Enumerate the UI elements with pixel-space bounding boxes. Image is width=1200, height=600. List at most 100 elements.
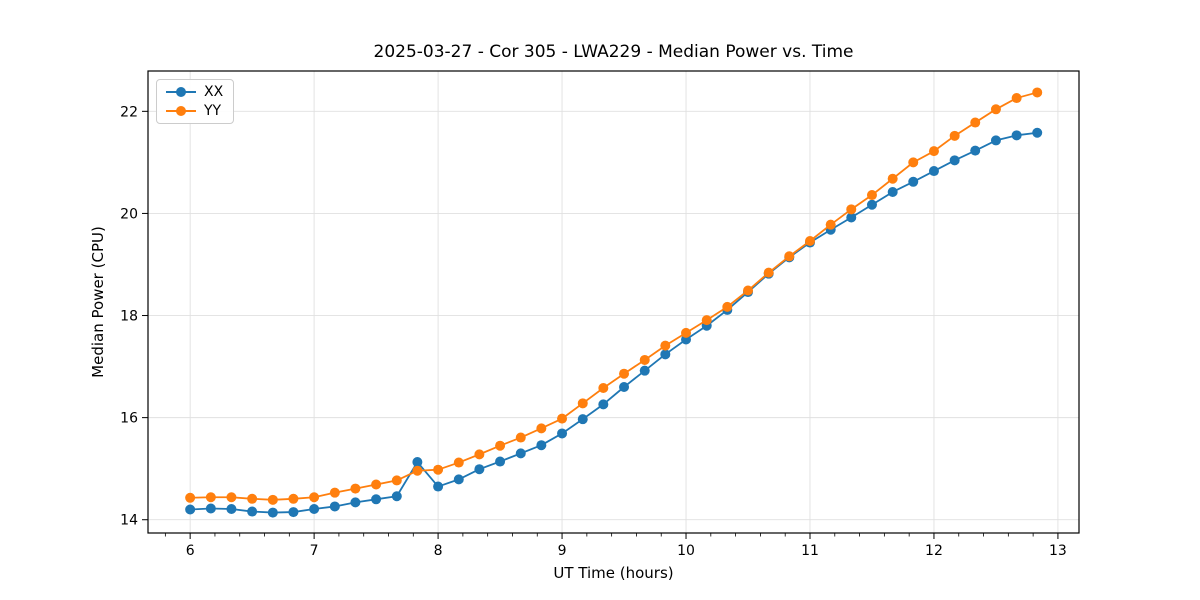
- x-tick-label: 13: [1049, 543, 1067, 559]
- series-yy-marker: [205, 492, 216, 503]
- series-yy-marker: [453, 457, 464, 468]
- legend-label-xx: XX: [204, 84, 224, 100]
- series-yy-marker: [701, 315, 712, 326]
- series-xx-marker: [453, 474, 464, 485]
- series-xx-marker: [329, 501, 340, 512]
- series-xx-marker: [619, 382, 630, 392]
- series-yy-marker: [495, 440, 506, 451]
- series-yy-marker: [515, 432, 526, 443]
- series-xx-marker: [908, 176, 919, 187]
- legend-label-yy: YY: [204, 103, 222, 119]
- series-yy-marker: [433, 464, 444, 475]
- series-yy-marker: [371, 479, 382, 490]
- series-yy-marker: [804, 236, 815, 246]
- axis-ticks: 6 7 8 9 10 11 12 13 14 16 18 20 22: [120, 104, 1067, 559]
- series-yy-marker: [866, 190, 877, 201]
- series-yy-marker: [557, 413, 568, 424]
- series-xx-marker: [990, 135, 1001, 146]
- series-yy-marker: [247, 493, 258, 504]
- series-yy-marker: [681, 327, 692, 338]
- series-yy-marker: [970, 117, 981, 128]
- x-axis-label: UT Time (hours): [553, 564, 674, 582]
- series-yy-marker: [743, 285, 754, 296]
- series-xx-marker: [515, 448, 526, 459]
- y-tick-label: 20: [120, 206, 138, 222]
- series-xx-marker: [371, 494, 382, 505]
- series-xx-marker: [928, 166, 939, 177]
- series-xx-marker: [639, 365, 650, 376]
- series-yy-line: [190, 91, 1038, 501]
- series-xx-marker: [350, 497, 361, 508]
- series-yy-marker: [185, 492, 196, 503]
- series-xx-marker: [391, 491, 402, 502]
- series-xx-marker: [577, 414, 588, 425]
- series-xx-marker: [309, 504, 320, 515]
- series-yy-marker: [267, 494, 278, 505]
- legend-item-yy: YY: [166, 104, 223, 118]
- series-yy-marker: [329, 487, 340, 498]
- x-tick-label: 10: [677, 543, 695, 559]
- series-yy-marker: [391, 475, 402, 486]
- y-tick-label: 16: [120, 411, 138, 427]
- y-axis-label: Median Power (CPU): [89, 226, 107, 378]
- yy-line-marker-icon: [166, 106, 196, 116]
- series-yy: [185, 87, 1043, 505]
- series-xx-marker: [495, 456, 506, 467]
- series-xx-marker: [887, 186, 898, 197]
- series-yy-marker: [226, 492, 237, 503]
- x-tick-label: 11: [801, 543, 819, 559]
- series-xx-marker: [536, 440, 547, 451]
- series-xx-marker: [846, 212, 857, 223]
- series-xx-marker: [185, 504, 196, 515]
- series-xx-marker: [557, 428, 568, 439]
- series-yy-marker: [350, 483, 361, 494]
- series-yy-marker: [949, 130, 960, 141]
- y-tick-label: 14: [120, 513, 138, 529]
- series-xx-line: [190, 131, 1038, 514]
- series-xx-marker: [660, 349, 671, 360]
- plot-spines: [147, 70, 1080, 534]
- series-yy-marker: [577, 398, 588, 409]
- series-yy-marker: [1011, 93, 1022, 104]
- x-tick-label: 9: [558, 543, 567, 559]
- legend: XX YY: [156, 79, 235, 124]
- series-yy-marker: [639, 354, 650, 365]
- series-xx-marker: [598, 399, 609, 410]
- series-xx-marker: [412, 457, 423, 468]
- grid: [148, 71, 1079, 533]
- series-xx-marker: [267, 507, 278, 518]
- series-yy-marker: [887, 173, 898, 184]
- series-xx-marker: [433, 481, 444, 492]
- series-xx-marker: [288, 507, 299, 518]
- series-yy-marker: [474, 449, 485, 460]
- series-yy-marker: [763, 267, 774, 278]
- series-xx-marker: [226, 504, 237, 515]
- series-xx-marker: [1011, 130, 1022, 141]
- y-tick-label: 22: [120, 104, 138, 120]
- chart-title: 2025-03-27 - Cor 305 - LWA229 - Median P…: [373, 42, 854, 62]
- series-xx-marker: [970, 145, 981, 156]
- series-yy-marker: [619, 368, 630, 379]
- series-yy-marker: [536, 423, 547, 434]
- x-tick-label: 7: [310, 543, 319, 559]
- series-xx-marker: [474, 464, 485, 475]
- series-yy-marker: [784, 251, 795, 262]
- series-yy-marker: [412, 465, 423, 476]
- series-yy-marker: [288, 493, 299, 504]
- series-yy-marker: [722, 301, 733, 312]
- series-yy-marker: [598, 383, 609, 394]
- y-tick-label: 18: [120, 309, 138, 325]
- series-yy-marker: [908, 157, 919, 168]
- x-tick-label: 6: [186, 543, 195, 559]
- series-yy-marker: [660, 340, 671, 351]
- series-yy-marker: [1032, 87, 1043, 98]
- series-xx-marker: [205, 503, 216, 514]
- series-xx-marker: [1032, 127, 1043, 138]
- series-xx-marker: [247, 506, 258, 517]
- legend-item-xx: XX: [166, 85, 223, 99]
- series-yy-marker: [928, 146, 939, 157]
- series-yy-marker: [309, 492, 320, 503]
- series-yy-marker: [846, 204, 857, 215]
- xx-line-marker-icon: [166, 87, 196, 97]
